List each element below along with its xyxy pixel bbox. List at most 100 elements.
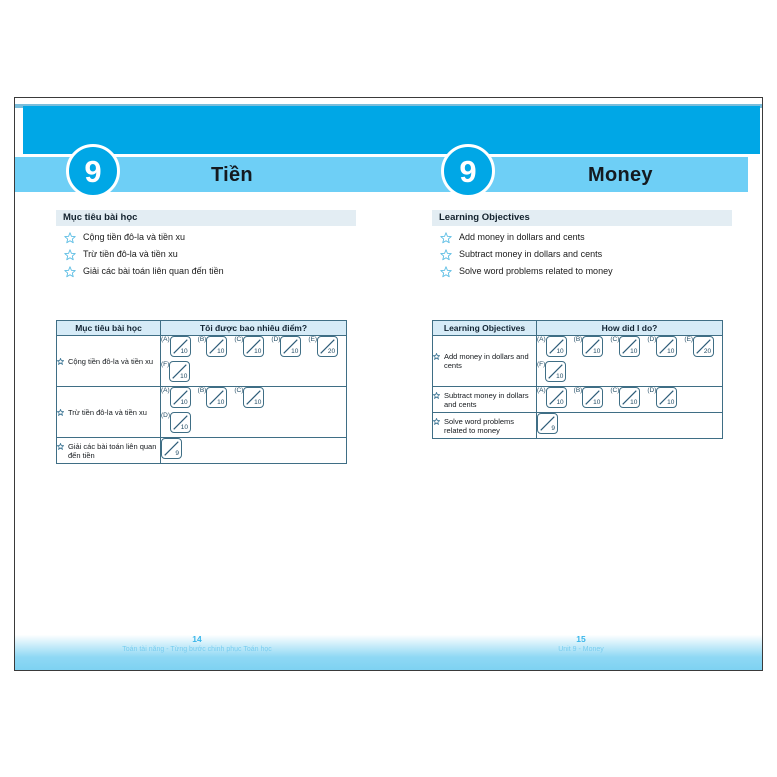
score-box-square[interactable]: 10 xyxy=(545,361,567,382)
score-box-square[interactable]: 10 xyxy=(656,336,678,357)
score-cell: 9 xyxy=(536,412,723,439)
score-box-label: (B) xyxy=(573,336,583,343)
score-box-square[interactable]: 10 xyxy=(582,336,604,357)
score-box-label: (D) xyxy=(647,336,657,343)
score-box[interactable]: 9 xyxy=(537,413,558,434)
score-denominator: 10 xyxy=(630,399,638,406)
score-box[interactable]: (C) 10 xyxy=(234,387,265,408)
score-box[interactable]: (A) 10 xyxy=(537,336,567,357)
unit-number-left: 9 xyxy=(84,153,102,189)
score-denominator: 10 xyxy=(593,399,601,406)
score-box[interactable]: 9 xyxy=(161,438,182,459)
diagonal-slash-icon xyxy=(246,339,262,354)
diagonal-slash-icon xyxy=(659,339,675,354)
score-cell: (A) 10 (B) 10 (C) 10 (D) 10 (E) 20 (F) 10 xyxy=(160,335,347,387)
objective-cell-label: Solve word problems related to money xyxy=(444,416,515,435)
score-box-square[interactable]: 10 xyxy=(280,336,302,357)
score-box[interactable]: (D) 10 xyxy=(647,336,678,357)
score-box-square[interactable]: 9 xyxy=(537,413,558,434)
diagonal-slash-icon xyxy=(283,339,299,354)
score-box-square[interactable]: 10 xyxy=(619,387,641,408)
score-denominator: 10 xyxy=(180,399,188,406)
score-box-square[interactable]: 10 xyxy=(170,412,192,433)
score-box-square[interactable]: 10 xyxy=(169,336,191,357)
score-box[interactable]: (A) 10 xyxy=(161,336,191,357)
table-row: Add money in dollars and cents (A) 10 (B) 10… xyxy=(432,335,723,387)
score-box-label: (C) xyxy=(610,387,620,394)
score-box[interactable]: (A) 10 xyxy=(161,387,191,408)
star-icon xyxy=(57,357,64,365)
objective-cell: Add money in dollars and cents xyxy=(432,335,537,387)
score-box[interactable]: (B) 10 xyxy=(198,387,228,408)
star-icon xyxy=(64,232,76,244)
unit-title-right: Money xyxy=(588,163,653,186)
diagonal-slash-icon xyxy=(540,416,555,431)
score-box-square[interactable]: 10 xyxy=(243,336,265,357)
star-icon xyxy=(433,417,440,425)
score-box-square[interactable]: 10 xyxy=(619,336,641,357)
score-denominator: 9 xyxy=(175,450,179,457)
score-box[interactable]: (D) 10 xyxy=(271,336,302,357)
objective-cell-label: Giải các bài toán liên quan đến tiền xyxy=(68,441,157,460)
objectives-heading-left: Mục tiêu bài học xyxy=(56,210,356,226)
diagonal-slash-icon xyxy=(585,339,601,354)
score-box[interactable]: (E) 20 xyxy=(308,336,339,357)
diagonal-slash-icon xyxy=(209,390,225,405)
diagonal-slash-icon xyxy=(320,339,335,354)
page-footer: 14 Toán tài năng - Từng bước chinh phục … xyxy=(15,630,762,670)
score-box-square[interactable]: 10 xyxy=(656,387,678,408)
score-box[interactable]: (A) 10 xyxy=(537,387,567,408)
score-box[interactable]: (C) 10 xyxy=(610,336,641,357)
score-box-square[interactable]: 10 xyxy=(243,387,265,408)
score-box-square[interactable]: 10 xyxy=(169,361,191,382)
diagonal-slash-icon xyxy=(209,339,225,354)
star-icon xyxy=(57,408,64,416)
score-box-group: (A) 10 (B) 10 (C) 10 (D) 10 (E) 20 (F) 10 xyxy=(537,336,722,386)
score-box[interactable]: (F) 10 xyxy=(537,361,567,382)
score-box[interactable]: (B) 10 xyxy=(198,336,228,357)
table-row: Subtract money in dollars and cents (A) 10… xyxy=(432,386,723,413)
score-box[interactable]: (C) 10 xyxy=(234,336,265,357)
score-box[interactable]: (D) 10 xyxy=(647,387,678,408)
objective-label: Solve word problems related to money xyxy=(459,266,613,276)
footer-text-left: Toán tài năng - Từng bước chinh phục Toá… xyxy=(122,646,272,653)
score-box-square[interactable]: 10 xyxy=(169,387,191,408)
table-row: Giải các bài toán liên quan đến tiền 9 xyxy=(56,437,347,464)
score-box-square[interactable]: 10 xyxy=(206,336,228,357)
score-box-square[interactable]: 20 xyxy=(693,336,715,357)
score-box-label: (B) xyxy=(573,387,583,394)
diagonal-slash-icon xyxy=(172,339,188,354)
score-box[interactable]: (B) 10 xyxy=(574,336,604,357)
score-box-label: (D) xyxy=(161,412,171,419)
table-header-objectives-left: Mục tiêu bài học xyxy=(56,320,161,336)
score-box[interactable]: (B) 10 xyxy=(574,387,604,408)
score-box-label: (A) xyxy=(161,336,170,343)
score-box[interactable]: (C) 10 xyxy=(610,387,641,408)
objective-cell-label: Subtract money in dollars and cents xyxy=(444,390,529,409)
objective-cell: Solve word problems related to money xyxy=(432,412,537,439)
assessment-table-left: Mục tiêu bài học Tôi được bao nhiêu điểm… xyxy=(56,320,347,464)
objective-cell-label: Cộng tiền đô-la và tiền xu xyxy=(68,356,154,366)
score-cell: (A) 10 (B) 10 (C) 10 (D) 10 (E) 20 (F) 10 xyxy=(536,335,723,387)
star-icon xyxy=(440,266,452,278)
diagonal-slash-icon xyxy=(622,390,638,405)
score-box-square[interactable]: 20 xyxy=(317,336,339,357)
book-spread: 9 Tiền 9 Money Mục tiêu bài học Cộng tiề… xyxy=(14,97,763,671)
score-box-square[interactable]: 9 xyxy=(161,438,182,459)
score-box[interactable]: (F) 10 xyxy=(161,361,191,382)
score-box-square[interactable]: 10 xyxy=(545,336,567,357)
score-box-square[interactable]: 10 xyxy=(582,387,604,408)
score-denominator: 10 xyxy=(254,399,262,406)
score-box-square[interactable]: 10 xyxy=(206,387,228,408)
score-box[interactable]: (D) 10 xyxy=(161,412,192,433)
score-box[interactable]: (E) 20 xyxy=(684,336,715,357)
score-box-group: 9 xyxy=(161,438,346,463)
score-denominator: 20 xyxy=(327,348,336,355)
objective-label: Giải các bài toán liên quan đến tiền xyxy=(83,266,224,276)
score-box-group: 9 xyxy=(537,413,722,438)
score-box-square[interactable]: 10 xyxy=(545,387,567,408)
star-icon xyxy=(64,249,76,261)
unit-number-right: 9 xyxy=(459,153,477,189)
objective-item: Trừ tiền đô-la và tiền xu xyxy=(56,249,356,261)
